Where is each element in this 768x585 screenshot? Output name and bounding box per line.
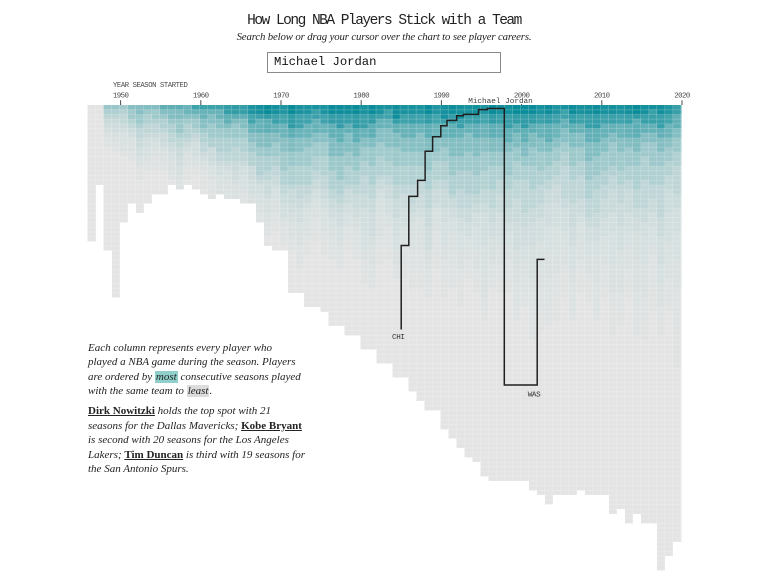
svg-text:YEAR SEASON STARTED: YEAR SEASON STARTED bbox=[113, 82, 187, 90]
svg-text:1960: 1960 bbox=[193, 92, 209, 100]
svg-text:WAS: WAS bbox=[528, 392, 541, 400]
svg-text:1970: 1970 bbox=[273, 92, 289, 100]
svg-text:1990: 1990 bbox=[434, 92, 450, 100]
svg-text:CHI: CHI bbox=[392, 334, 404, 342]
svg-text:2010: 2010 bbox=[594, 92, 610, 100]
svg-text:Michael Jordan: Michael Jordan bbox=[468, 98, 533, 106]
svg-text:2020: 2020 bbox=[674, 92, 690, 100]
svg-text:1950: 1950 bbox=[113, 92, 129, 100]
svg-text:2000: 2000 bbox=[514, 92, 530, 100]
svg-text:1980: 1980 bbox=[353, 92, 369, 100]
